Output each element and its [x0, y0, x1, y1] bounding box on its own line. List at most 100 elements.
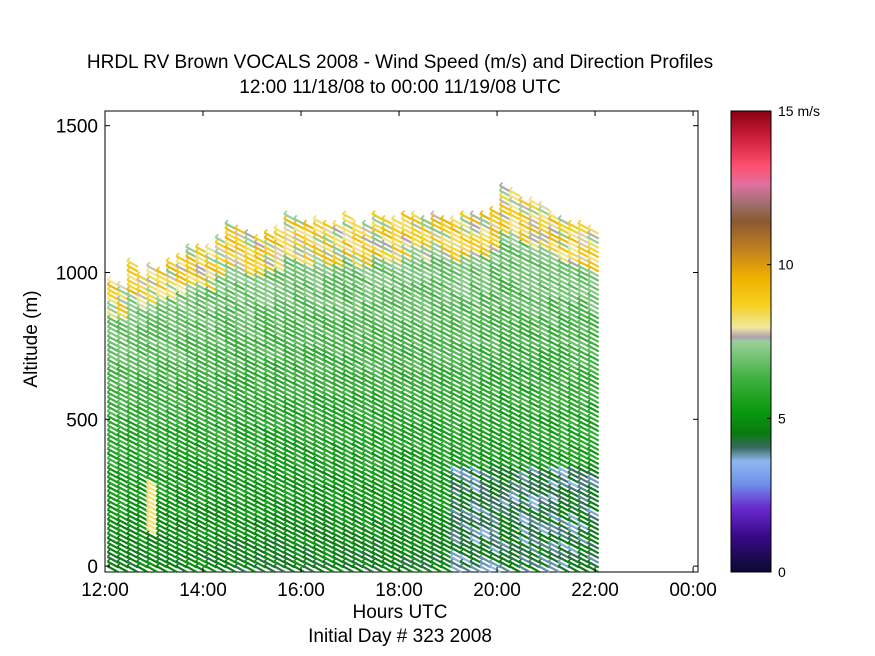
- wind-barb: [420, 433, 433, 442]
- wind-barb: [371, 480, 384, 489]
- wind-barb: [224, 358, 237, 367]
- wind-barb: [332, 527, 345, 536]
- wind-barb: [302, 372, 316, 381]
- wind-barb: [273, 273, 286, 282]
- wind-barb: [381, 443, 394, 451]
- wind-barb: [410, 457, 423, 466]
- wind-barb: [312, 433, 325, 442]
- wind-barb: [244, 504, 257, 513]
- wind-barb: [155, 518, 168, 527]
- wind-barb: [312, 278, 325, 287]
- wind-barb: [126, 536, 139, 545]
- wind-barb: [361, 245, 374, 254]
- wind-barb: [175, 546, 188, 555]
- wind-barb: [351, 443, 365, 451]
- wind-barb: [381, 283, 394, 292]
- wind-barb: [195, 302, 208, 311]
- wind-barb: [165, 414, 178, 423]
- wind-barb: [185, 391, 198, 400]
- wind-barb: [185, 489, 198, 498]
- wind-barb: [214, 565, 227, 574]
- wind-barb: [224, 400, 237, 409]
- wind-barb: [204, 353, 217, 362]
- wind-barb: [175, 358, 188, 367]
- wind-barb: [224, 433, 237, 442]
- wind-barb: [263, 494, 276, 503]
- wind-barb: [106, 330, 119, 339]
- wind-barb: [224, 475, 237, 484]
- wind-barb: [381, 358, 394, 367]
- wind-barb: [244, 518, 257, 527]
- wind-barb: [244, 386, 257, 395]
- wind-barb: [175, 367, 188, 376]
- wind-barb: [263, 330, 276, 339]
- wind-barb: [332, 541, 345, 550]
- wind-barb: [146, 311, 159, 320]
- wind-barb-flag: [244, 228, 249, 234]
- wind-barb: [410, 386, 423, 395]
- wind-barb: [371, 381, 384, 390]
- wind-barb: [195, 560, 208, 569]
- wind-barb: [293, 339, 306, 348]
- wind-barb: [332, 391, 345, 400]
- wind-barb: [410, 344, 423, 353]
- wind-barb: [332, 287, 345, 296]
- wind-barb: [283, 522, 296, 531]
- wind-barb: [312, 245, 325, 254]
- wind-barb: [165, 480, 178, 489]
- wind-barb: [253, 240, 267, 249]
- wind-barb: [244, 245, 257, 254]
- wind-barb: [361, 504, 374, 513]
- wind-barb: [253, 377, 267, 386]
- wind-barb: [224, 536, 237, 545]
- wind-barb: [361, 565, 374, 574]
- wind-barb: [342, 560, 355, 569]
- wind-barb: [420, 316, 433, 325]
- wind-barb: [361, 250, 374, 259]
- wind-barb: [273, 226, 286, 235]
- wind-barb: [204, 494, 217, 503]
- wind-barb: [253, 320, 267, 329]
- wind-barb: [371, 344, 384, 353]
- wind-barb: [293, 555, 306, 564]
- wind-barb: [165, 367, 178, 376]
- wind-barb: [175, 438, 188, 447]
- wind-barb: [234, 287, 247, 296]
- wind-barb: [371, 419, 384, 428]
- wind-barb: [410, 546, 423, 555]
- wind-barb: [322, 452, 335, 461]
- wind-barb: [185, 443, 198, 451]
- wind-barb: [175, 489, 188, 498]
- wind-barb: [263, 287, 276, 296]
- wind-barb: [175, 461, 188, 470]
- wind-barb: [244, 532, 257, 541]
- wind-barb: [391, 283, 404, 292]
- wind-barb: [165, 452, 178, 461]
- wind-barb: [244, 278, 257, 287]
- wind-barb: [146, 443, 159, 451]
- wind-barb: [351, 250, 365, 259]
- wind-barb: [351, 278, 365, 287]
- wind-barb: [342, 527, 355, 536]
- wind-barb: [302, 367, 316, 376]
- wind-barb: [224, 513, 237, 522]
- wind-barb: [322, 565, 335, 574]
- wind-barb: [234, 447, 247, 456]
- wind-barb: [204, 551, 217, 560]
- wind-barb: [371, 259, 384, 268]
- wind-barb: [312, 316, 325, 325]
- wind-barb-flag: [126, 257, 131, 262]
- wind-barb: [185, 428, 198, 437]
- wind-barb: [106, 349, 119, 358]
- wind-barb: [204, 297, 217, 306]
- wind-barb: [126, 330, 139, 339]
- wind-barb: [214, 428, 227, 437]
- wind-barb: [155, 471, 168, 480]
- wind-barb: [106, 372, 119, 381]
- wind-barb: [302, 419, 316, 428]
- wind-barb: [155, 504, 168, 513]
- wind-barb: [302, 339, 316, 348]
- wind-barb: [224, 363, 237, 372]
- wind-barb: [302, 452, 316, 461]
